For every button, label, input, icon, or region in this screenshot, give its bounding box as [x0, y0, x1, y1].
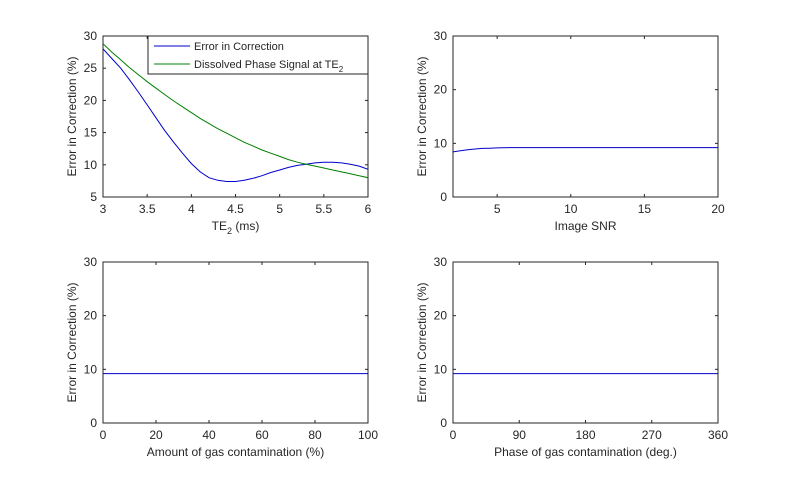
x-axis-label-text: Phase of gas contamination (deg.)	[494, 445, 677, 459]
legend: Error in Correction Dissolved Phase Signa…	[147, 35, 369, 75]
y-tick-label: 20	[84, 309, 98, 323]
x-tick-label: 4.5	[227, 202, 244, 216]
y-axis-label: Error in Correction (%)	[415, 282, 429, 402]
y-axis-label: Error in Correction (%)	[415, 56, 429, 176]
x-tick-label: 0	[100, 428, 107, 442]
x-tick-label: 20	[149, 428, 163, 442]
x-tick-label: 100	[358, 428, 378, 442]
x-tick-label: 6	[365, 202, 372, 216]
y-tick-label: 5	[90, 190, 97, 204]
subplot-2: 5 10 15 20 0 10 20 30 Image SNR Error in Correcti…	[415, 29, 725, 233]
x-tick-label: 0	[450, 428, 457, 442]
x-tick-label: 10	[564, 202, 578, 216]
series-line-error-in-correction	[103, 48, 368, 182]
x-axis-label: Phase of gas contamination (deg.)	[494, 445, 677, 459]
y-tick-label: 30	[84, 29, 98, 43]
x-tick-label: 3.5	[139, 202, 156, 216]
y-tick-label: 0	[440, 416, 447, 430]
y-tick-label: 30	[434, 29, 448, 43]
x-tick-label: 5	[276, 202, 283, 216]
axes-box	[102, 261, 369, 424]
legend-entry-label: Dissolved Phase Signal at TE2	[194, 59, 344, 74]
x-tick-label: 40	[202, 428, 216, 442]
legend-entry-label: Error in Correction	[194, 41, 284, 53]
x-axis-label-text: Image SNR	[554, 219, 616, 233]
legend-entry-text: Dissolved Phase Signal at TE	[194, 59, 339, 71]
legend-box	[147, 35, 369, 75]
y-tick-label: 20	[434, 309, 448, 323]
y-tick-label: 10	[84, 362, 98, 376]
series-line-error-in-correction	[453, 147, 718, 153]
x-tick-label: 5.5	[315, 202, 332, 216]
x-tick-label: 80	[308, 428, 322, 442]
x-tick-label: 15	[638, 202, 652, 216]
y-tick-label: 30	[84, 255, 98, 269]
x-tick-label: 5	[494, 202, 501, 216]
x-tick-label: 270	[642, 428, 662, 442]
axes-box	[452, 35, 719, 198]
x-tick-label: 60	[255, 428, 269, 442]
x-tick-label: 3	[100, 202, 107, 216]
legend-entry-subscript: 2	[339, 65, 344, 74]
y-axis-label: Error in Correction (%)	[65, 282, 79, 402]
x-axis-label-text: Amount of gas contamination (%)	[147, 445, 324, 459]
y-tick-label: 30	[434, 255, 448, 269]
x-tick-label: 180	[575, 428, 595, 442]
y-tick-label: 20	[434, 83, 448, 97]
series-line-dissolved-phase-signal	[103, 43, 368, 179]
x-axis-label: Amount of gas contamination (%)	[147, 445, 324, 459]
x-tick-label: 90	[513, 428, 527, 442]
x-tick-label: 4	[188, 202, 195, 216]
subplot-3: 0 20 40 60 80 100 0 10 20 30 Amount of gas contami…	[65, 255, 378, 459]
y-tick-label: 25	[84, 61, 98, 75]
y-tick-label: 10	[84, 158, 98, 172]
y-tick-label: 20	[84, 93, 98, 107]
x-axis-label: TE2 (ms)	[212, 219, 260, 236]
x-tick-label: 360	[708, 428, 728, 442]
x-tick-label: 20	[711, 202, 725, 216]
x-axis-label: Image SNR	[554, 219, 616, 233]
y-tick-label: 10	[434, 136, 448, 150]
y-tick-label: 10	[434, 362, 448, 376]
y-tick-label: 0	[440, 190, 447, 204]
subplot-4: 0 90 180 270 360 0 10 20 30 Phase of gas contamin…	[415, 255, 728, 459]
y-tick-label: 15	[84, 126, 98, 140]
legend-entry-text: Error in Correction	[194, 41, 284, 53]
axes-box	[452, 261, 719, 424]
x-axis-label-suffix: (ms)	[232, 219, 259, 233]
y-tick-label: 0	[90, 416, 97, 430]
x-axis-label-text: TE	[212, 219, 227, 233]
x-axis-label-subscript: 2	[227, 226, 232, 236]
y-axis-label: Error in Correction (%)	[65, 56, 79, 176]
